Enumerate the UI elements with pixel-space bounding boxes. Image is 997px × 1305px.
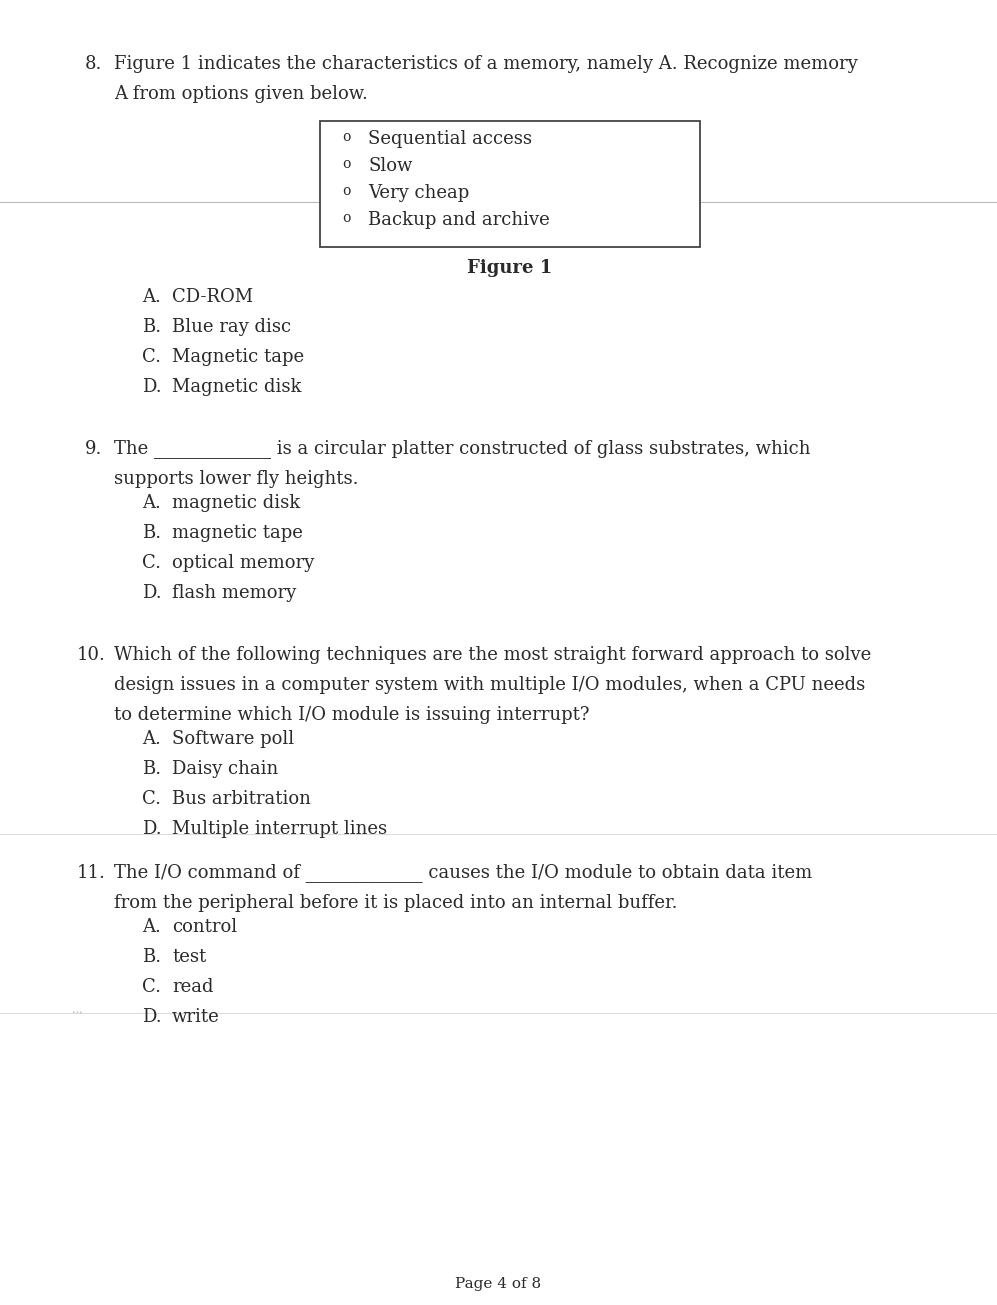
Text: A from options given below.: A from options given below. <box>114 85 368 103</box>
Text: Page 4 of 8: Page 4 of 8 <box>456 1278 541 1291</box>
Text: design issues in a computer system with multiple I/O modules, when a CPU needs: design issues in a computer system with … <box>114 676 865 693</box>
Text: Sequential access: Sequential access <box>368 130 532 147</box>
Text: B.: B. <box>142 947 162 966</box>
Text: The _____________ is a circular platter constructed of glass substrates, which: The _____________ is a circular platter … <box>114 440 811 458</box>
Text: C.: C. <box>142 977 161 996</box>
Text: The I/O command of _____________ causes the I/O module to obtain data item: The I/O command of _____________ causes … <box>114 864 813 882</box>
Text: D.: D. <box>142 583 162 602</box>
Text: 9.: 9. <box>85 440 103 458</box>
Text: D.: D. <box>142 377 162 395</box>
Text: A.: A. <box>142 917 161 936</box>
Text: to determine which I/O module is issuing interrupt?: to determine which I/O module is issuing… <box>114 706 589 723</box>
Text: Bus arbitration: Bus arbitration <box>172 790 311 808</box>
Text: Which of the following techniques are the most straight forward approach to solv: Which of the following techniques are th… <box>114 646 871 663</box>
Text: 8.: 8. <box>85 55 103 73</box>
Text: A.: A. <box>142 493 161 512</box>
Text: read: read <box>172 977 213 996</box>
Text: Software poll: Software poll <box>172 729 294 748</box>
Text: write: write <box>172 1007 219 1026</box>
Text: test: test <box>172 947 206 966</box>
Text: Blue ray disc: Blue ray disc <box>172 317 291 335</box>
Text: magnetic disk: magnetic disk <box>172 493 300 512</box>
Text: supports lower fly heights.: supports lower fly heights. <box>114 470 359 488</box>
Text: Figure 1 indicates the characteristics of a memory, namely A. Recognize memory: Figure 1 indicates the characteristics o… <box>114 55 857 73</box>
Text: from the peripheral before it is placed into an internal buffer.: from the peripheral before it is placed … <box>114 894 678 911</box>
Text: o: o <box>342 157 350 171</box>
Text: A.: A. <box>142 287 161 305</box>
Text: Multiple interrupt lines: Multiple interrupt lines <box>172 820 387 838</box>
Text: Very cheap: Very cheap <box>368 184 470 202</box>
Text: Figure 1: Figure 1 <box>468 258 552 277</box>
Text: o: o <box>342 130 350 144</box>
Text: B.: B. <box>142 760 162 778</box>
Text: Slow: Slow <box>368 157 413 175</box>
Text: A.: A. <box>142 729 161 748</box>
Text: o: o <box>342 211 350 224</box>
Text: ...: ... <box>72 1005 83 1014</box>
Text: 11.: 11. <box>77 864 106 881</box>
Text: Magnetic tape: Magnetic tape <box>172 347 304 365</box>
Text: Backup and archive: Backup and archive <box>368 211 549 228</box>
Text: B.: B. <box>142 317 162 335</box>
Text: Magnetic disk: Magnetic disk <box>172 377 301 395</box>
Text: C.: C. <box>142 347 161 365</box>
Text: o: o <box>342 184 350 198</box>
Text: optical memory: optical memory <box>172 553 314 572</box>
Text: Daisy chain: Daisy chain <box>172 760 278 778</box>
Text: magnetic tape: magnetic tape <box>172 523 303 542</box>
Text: D.: D. <box>142 820 162 838</box>
Text: B.: B. <box>142 523 162 542</box>
Text: CD-ROM: CD-ROM <box>172 287 253 305</box>
Text: control: control <box>172 917 237 936</box>
Text: 10.: 10. <box>77 646 106 663</box>
Text: C.: C. <box>142 790 161 808</box>
Bar <box>320 121 700 247</box>
Text: flash memory: flash memory <box>172 583 296 602</box>
Text: C.: C. <box>142 553 161 572</box>
Text: D.: D. <box>142 1007 162 1026</box>
